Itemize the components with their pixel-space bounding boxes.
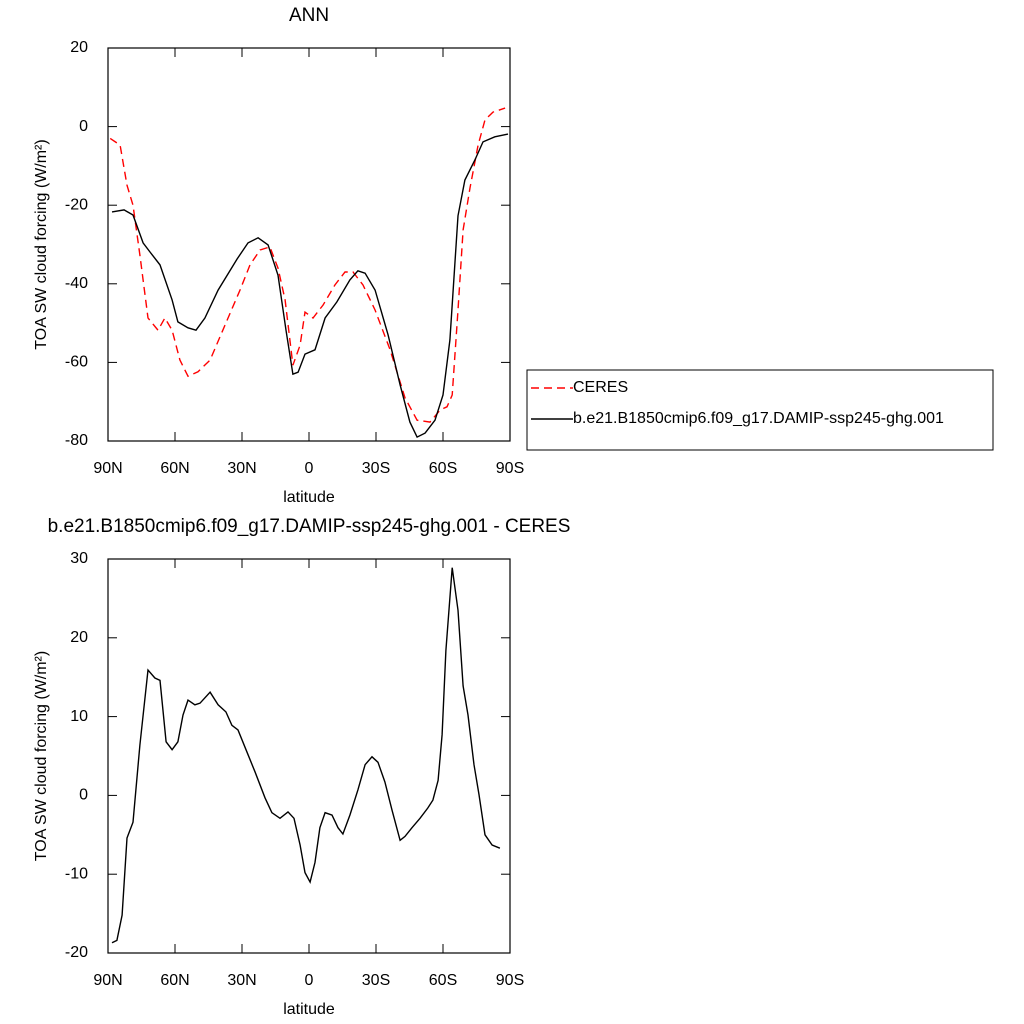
data-line [109, 107, 506, 423]
y-tick-label: 30 [70, 550, 88, 567]
x-axis-label: latitude [283, 1001, 335, 1018]
x-tick-label: 30N [227, 460, 256, 477]
y-tick-label: 0 [79, 118, 88, 135]
y-tick-label: -60 [65, 354, 88, 371]
y-tick-label: 10 [70, 708, 88, 725]
x-tick-label: 90S [496, 972, 524, 989]
y-tick-label: 20 [70, 39, 88, 56]
y-axis-label: TOA SW cloud forcing (W/m²) [33, 139, 50, 349]
legend-label: b.e21.B1850cmip6.f09_g17.DAMIP-ssp245-gh… [573, 410, 944, 427]
y-tick-label: -20 [65, 944, 88, 961]
x-tick-label: 90N [93, 972, 122, 989]
plot-frame [107, 558, 511, 954]
data-line [111, 567, 501, 944]
legend-label: CERES [573, 379, 628, 396]
x-tick-label: 0 [305, 972, 314, 989]
x-tick-label: 60N [160, 460, 189, 477]
y-tick-label: -40 [65, 275, 88, 292]
x-tick-label: 0 [305, 460, 314, 477]
x-axis-label: latitude [283, 489, 335, 506]
data-line [111, 133, 509, 439]
y-tick-label: 0 [79, 787, 88, 804]
plot-frame [107, 47, 511, 442]
chart-title: b.e21.B1850cmip6.f09_g17.DAMIP-ssp245-gh… [48, 516, 571, 537]
x-tick-label: 90N [93, 460, 122, 477]
y-tick-label: -80 [65, 432, 88, 449]
x-tick-label: 60S [429, 460, 457, 477]
y-axis-label: TOA SW cloud forcing (W/m²) [33, 651, 50, 861]
y-tick-label: -20 [65, 196, 88, 213]
x-tick-label: 90S [496, 460, 524, 477]
x-tick-label: 30N [227, 972, 256, 989]
chart-title: ANN [289, 5, 329, 26]
x-tick-label: 60S [429, 972, 457, 989]
x-tick-label: 30S [362, 460, 390, 477]
x-tick-label: 60N [160, 972, 189, 989]
y-tick-label: 20 [70, 629, 88, 646]
legend-box [526, 369, 994, 451]
y-tick-label: -10 [65, 865, 88, 882]
x-tick-label: 30S [362, 972, 390, 989]
